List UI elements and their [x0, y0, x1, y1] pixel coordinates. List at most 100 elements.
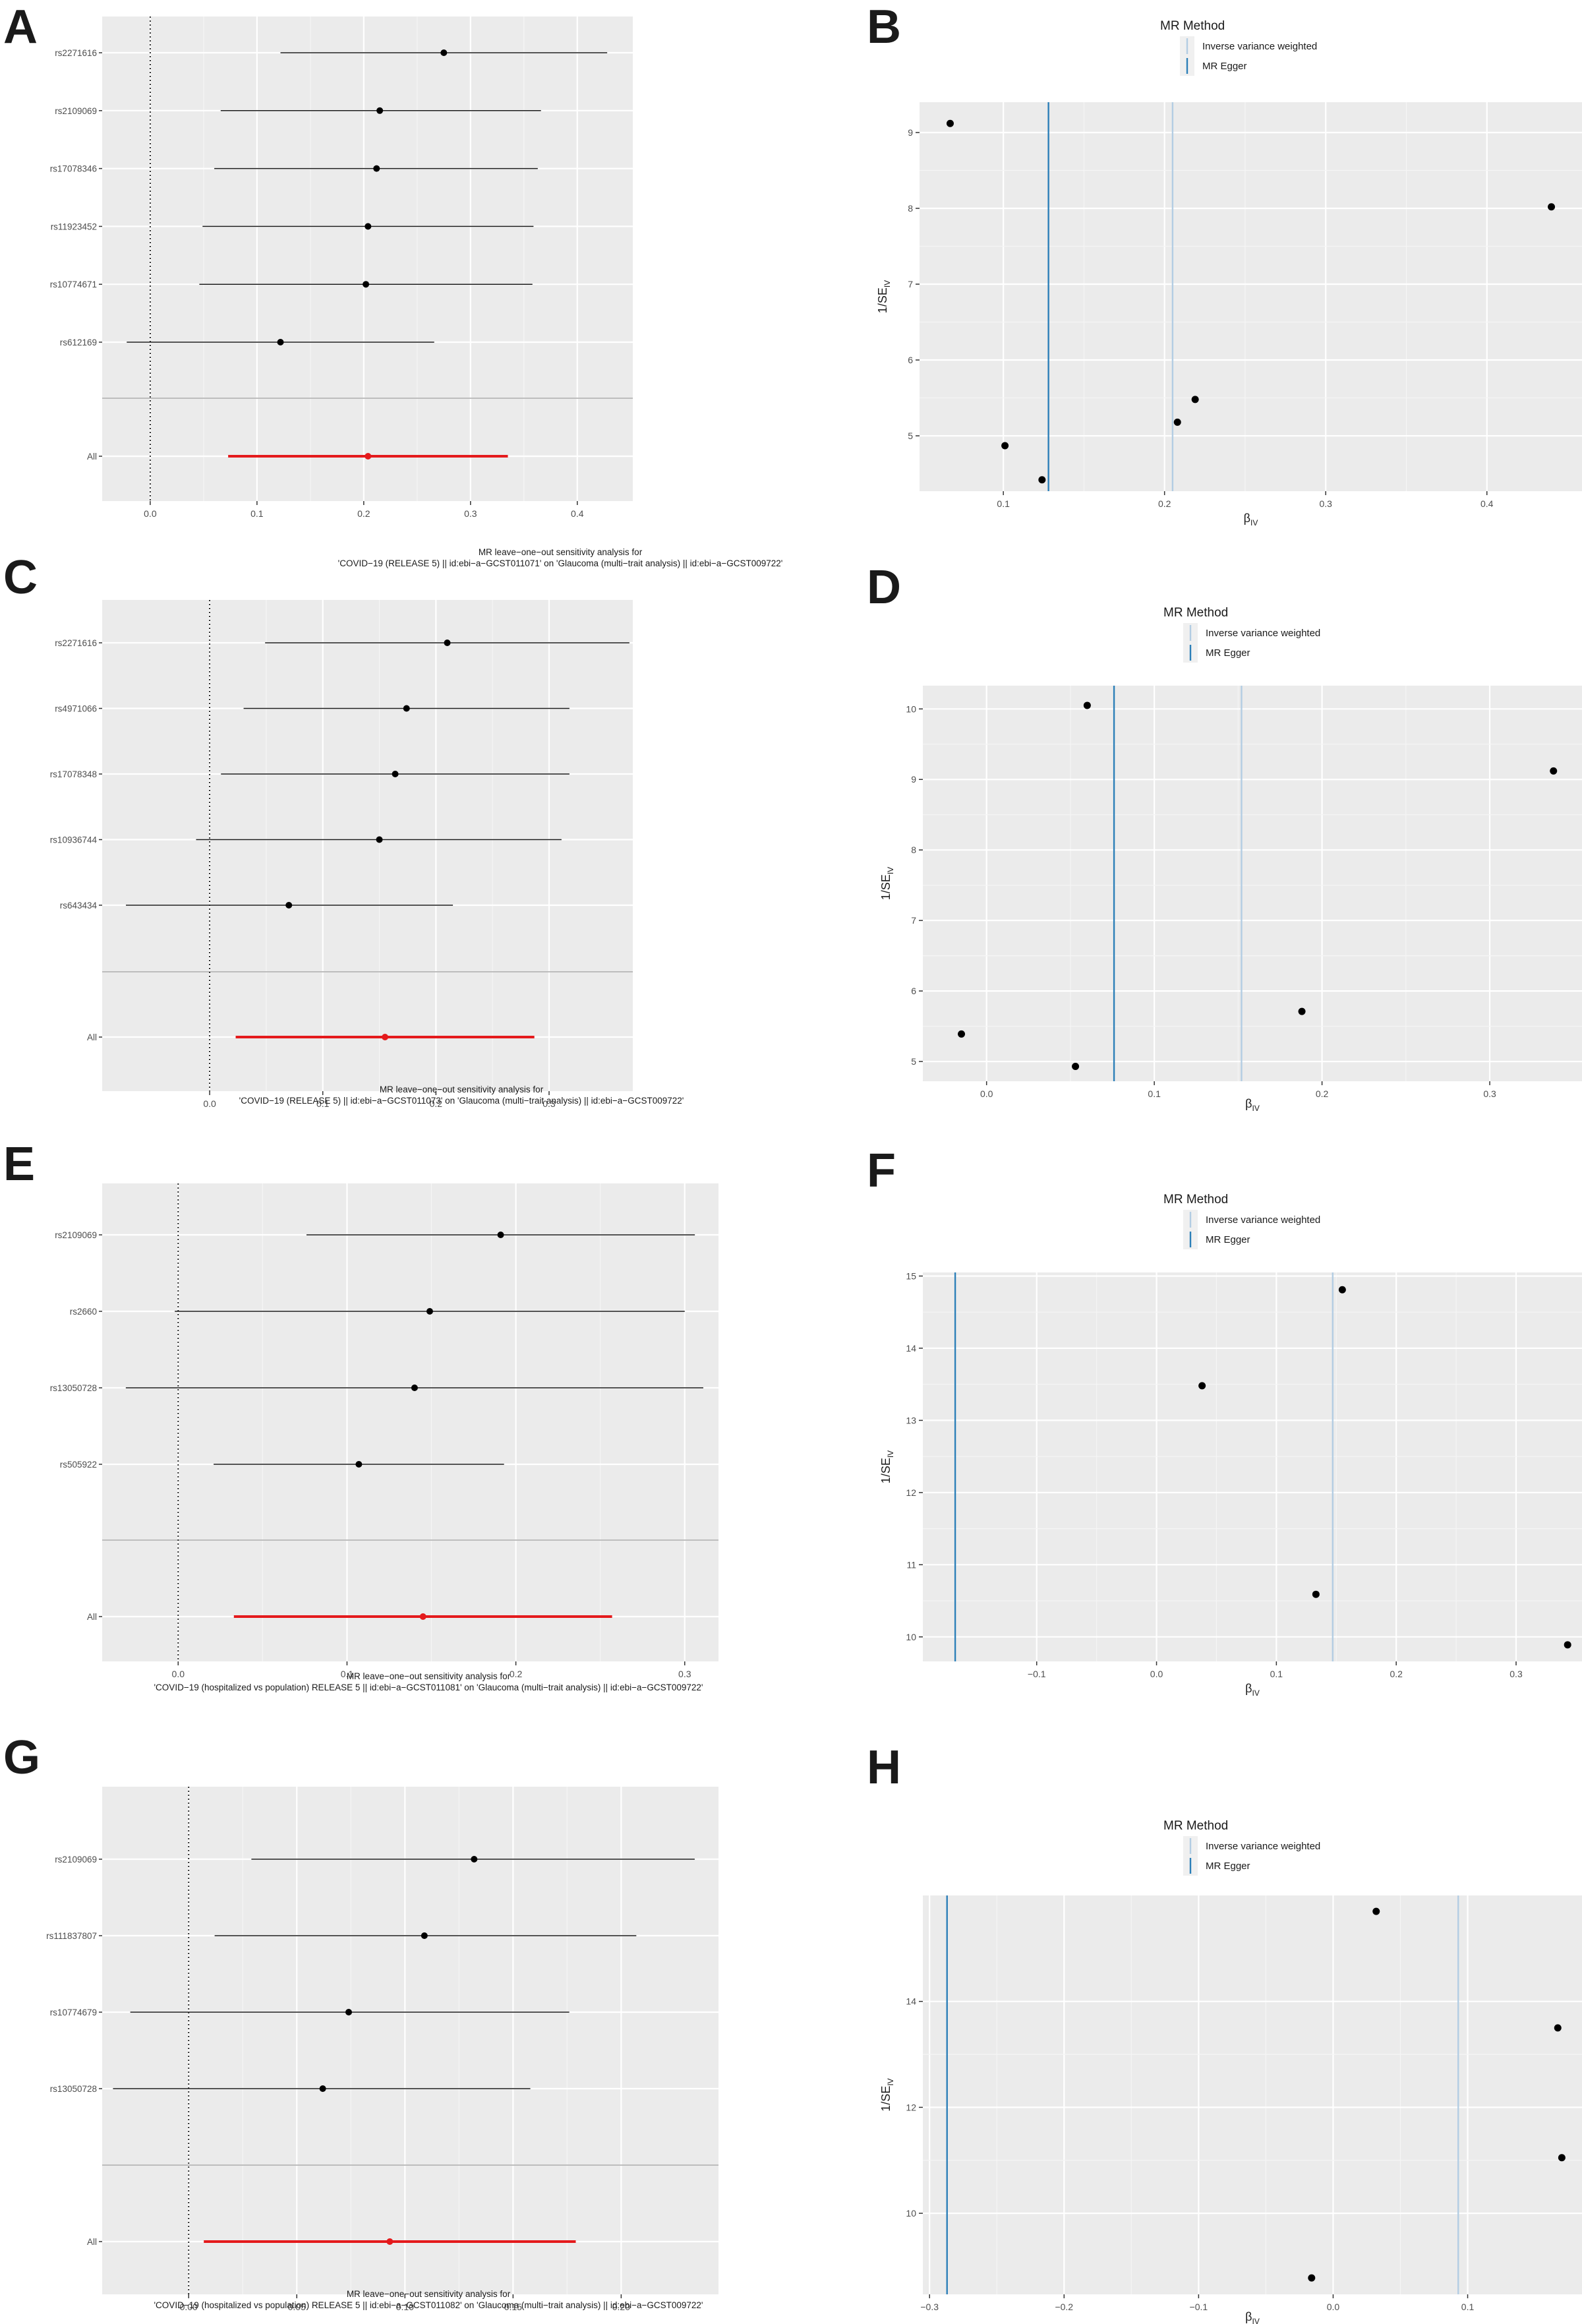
y-tick-label: 12: [906, 1487, 916, 1498]
x-tick-label: 0.0: [980, 1088, 993, 1099]
y-tick-label: 10: [906, 703, 916, 714]
x-axis-title-main: β: [1245, 1682, 1252, 1695]
snp-label: rs13050728: [50, 1383, 97, 1393]
estimate-point: [363, 281, 370, 288]
overall-label: All: [87, 1032, 97, 1042]
caption-line: MR leave−one−out sensitivity analysis fo…: [347, 2289, 511, 2299]
estimate-point: [277, 339, 284, 345]
x-tick-label: 0.3: [678, 1669, 691, 1679]
caption-line: MR leave−one−out sensitivity analysis fo…: [380, 1085, 544, 1094]
snp-label: rs17078348: [50, 769, 97, 779]
caption-line: 'COVID−19 (hospitalized vs population) R…: [154, 1683, 703, 1692]
plot-background: [923, 686, 1582, 1081]
x-tick-label: −0.2: [1055, 2302, 1073, 2312]
y-tick-label: 6: [908, 355, 913, 365]
snp-label: rs2109069: [55, 106, 97, 116]
y-tick-label: 10: [906, 1632, 916, 1642]
y-axis-title-sub: IV: [886, 2078, 895, 2085]
estimate-point: [471, 1856, 478, 1862]
x-tick-label: 0.3: [542, 1098, 556, 1109]
overall-label: All: [87, 1612, 97, 1622]
panel-c: C 0.0 0.1 0.2 0.3 rs2271616 rs4971066 rs1707834…: [3, 551, 684, 1109]
panel-letter-e: E: [3, 1138, 35, 1191]
plot-background: [923, 1272, 1582, 1661]
y-axis-title: 1/SEIV: [879, 1450, 895, 1483]
legend-label: MR Egger: [1206, 1861, 1250, 1872]
x-tick-label: 0.1: [1461, 2302, 1475, 2312]
data-point: [1312, 1590, 1320, 1598]
x-tick-label: 0.1: [1270, 1669, 1283, 1679]
y-tick-label: 10: [906, 2208, 916, 2219]
legend-label: MR Egger: [1206, 1234, 1250, 1245]
x-tick-label: 0.1: [997, 498, 1010, 509]
estimate-point: [411, 1385, 418, 1391]
estimate-point: [497, 1232, 504, 1238]
overall-estimate-point: [386, 2238, 394, 2245]
x-axis-title-main: β: [1245, 2310, 1252, 2323]
estimate-point: [376, 107, 384, 114]
legend-label: MR Egger: [1202, 61, 1247, 72]
caption-line: MR leave−one−out sensitivity analysis fo…: [479, 547, 643, 557]
caption-line: 'COVID−19 (RELEASE 5) || id:ebi−a−GCST01…: [239, 1096, 684, 1106]
x-tick-label: 0.2: [1390, 1669, 1403, 1679]
data-point: [1558, 2154, 1566, 2162]
data-point: [1548, 203, 1556, 211]
panel-letter-g: G: [3, 1731, 40, 1784]
panel-letter-a: A: [3, 1, 38, 53]
y-tick-label: 9: [911, 774, 916, 785]
x-tick-label: 0.3: [1319, 498, 1332, 509]
plot-background: [102, 1183, 718, 1661]
x-axis-title: βIV: [1244, 512, 1258, 527]
y-tick-label: 8: [908, 203, 913, 214]
overall-estimate-point: [365, 453, 372, 460]
snp-label: rs2271616: [55, 638, 97, 648]
x-tick-label: 0.2: [357, 508, 370, 519]
estimate-point: [392, 771, 399, 777]
data-point: [1298, 1007, 1306, 1015]
panel-letter-d: D: [867, 561, 901, 614]
estimate-point: [440, 49, 448, 56]
plot-background: [102, 600, 633, 1091]
x-axis-title-sub: IV: [1252, 2317, 1260, 2324]
caption-line: 'COVID−19 (hospitalized vs population) R…: [154, 2300, 703, 2310]
y-tick-label: 6: [911, 986, 916, 996]
data-point: [1083, 701, 1091, 709]
x-tick-label: 0.2: [1158, 498, 1171, 509]
data-point: [946, 119, 954, 127]
plot-background: [102, 1787, 718, 2294]
snp-label: rs17078346: [50, 164, 97, 174]
y-axis-title: 1/SEIV: [879, 867, 895, 900]
panel-f: F−0.1 0.0 0.1 0.2 0.3101112131415βIV1/SEIVMR…: [867, 1145, 1582, 1698]
x-tick-label: 0.15: [504, 2302, 522, 2312]
data-point: [1308, 2274, 1316, 2282]
snp-label: rs2660: [70, 1307, 97, 1317]
x-tick-label: 0.2: [430, 1098, 443, 1109]
x-tick-label: −0.1: [1190, 2302, 1208, 2312]
snp-label: rs2109069: [55, 1855, 97, 1864]
snp-label: rs111837807: [46, 1931, 97, 1941]
y-tick-label: 5: [908, 431, 913, 441]
legend-title: MR Method: [1160, 19, 1225, 33]
x-tick-label: 0.2: [1316, 1088, 1329, 1099]
x-axis-title: βIV: [1245, 1097, 1260, 1113]
snp-label: rs505922: [60, 1460, 97, 1470]
data-point: [1198, 1382, 1206, 1390]
y-tick-label: 14: [906, 1343, 916, 1354]
y-tick-label: 13: [906, 1415, 916, 1425]
x-tick-label: 0.1: [316, 1098, 330, 1109]
x-tick-label: 0.1: [250, 508, 264, 519]
x-tick-label: 0.3: [1483, 1088, 1496, 1099]
estimate-point: [421, 1932, 428, 1939]
x-axis-title-main: β: [1245, 1097, 1252, 1110]
estimate-point: [355, 1461, 363, 1468]
overall-estimate-point: [419, 1613, 426, 1620]
x-tick-label: −0.3: [920, 2302, 939, 2312]
snp-label: rs10774671: [50, 280, 97, 289]
snp-label: rs612169: [60, 338, 97, 347]
estimate-point: [376, 836, 383, 843]
y-axis-title-main: 1/SE: [879, 874, 893, 900]
x-tick-label: 0.0: [1327, 2302, 1340, 2312]
y-axis-title-sub: IV: [886, 1450, 895, 1458]
snp-label: rs11923452: [51, 222, 97, 231]
